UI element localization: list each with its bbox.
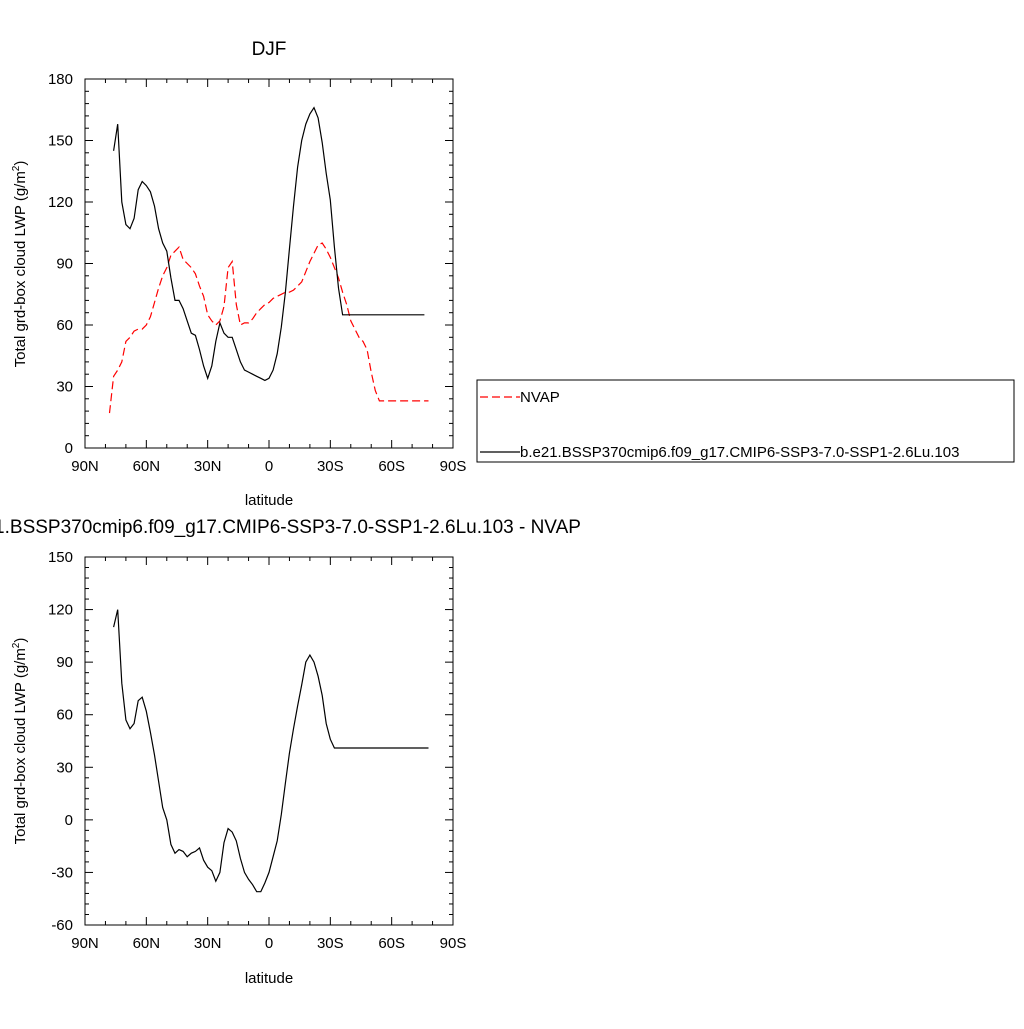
bottom-x-tick-labels: 90N 60N 30N 0 30S 60S 90S: [71, 935, 466, 952]
top-x-tick-label: 60S: [378, 458, 405, 475]
legend-entry-nvap: NVAP: [520, 389, 560, 406]
top-y-axis-label: Total grd-box cloud LWP (g/m2): [11, 161, 29, 368]
bot-x-tick-label: 0: [265, 935, 273, 952]
bot-x-tick-label: 90S: [440, 935, 467, 952]
top-x-tick-label: 30S: [317, 458, 344, 475]
bottom-plot-frame: [84, 556, 454, 926]
top-y-axis-label-main: Total grd-box cloud LWP (g/m: [12, 171, 29, 367]
top-x-tick-label: 60N: [133, 458, 161, 475]
top-y-tick-label: 150: [48, 133, 73, 150]
top-x-tick-label: 90N: [71, 458, 99, 475]
top-y-tick-label: 30: [56, 379, 73, 396]
legend: NVAP b.e21.BSSP370cmip6.f09_g17.CMIP6-SS…: [476, 379, 1015, 463]
bot-y-tick-label: 90: [56, 654, 73, 671]
bot-x-tick-label: 90N: [71, 935, 99, 952]
top-y-tick-label: 90: [56, 256, 73, 273]
top-y-tick-label: 60: [56, 317, 73, 334]
bot-y-tick-label: 0: [65, 812, 73, 829]
bottom-panel: b.e21.BSSP370cmip6.f09_g17.CMIP6-SSP3-7.…: [0, 517, 581, 987]
top-x-tick-label: 30N: [194, 458, 222, 475]
bot-y-tick-label: 60: [56, 707, 73, 724]
top-y-tick-labels: 0 30 60 90 120 150 180: [48, 71, 73, 457]
bot-x-tick-label: 60N: [133, 935, 161, 952]
bot-y-tick-label: -60: [51, 917, 73, 934]
bottom-y-axis-label: Total grd-box cloud LWP (g/m2): [11, 638, 29, 845]
bot-y-tick-label: 120: [48, 602, 73, 619]
top-x-tick-label: 0: [265, 458, 273, 475]
bottom-y-axis-label-sup: 2: [11, 642, 22, 648]
top-tick-marks: [84, 78, 454, 449]
bot-y-tick-label: 150: [48, 549, 73, 566]
bottom-x-axis-label: latitude: [245, 970, 293, 987]
top-y-tick-label: 0: [65, 440, 73, 457]
top-x-tick-labels: 90N 60N 30N 0 30S 60S 90S: [71, 458, 466, 475]
top-y-axis-label-close: ): [12, 161, 29, 166]
top-x-axis-label: latitude: [245, 492, 293, 509]
top-x-tick-label: 90S: [440, 458, 467, 475]
legend-frame: [476, 379, 1015, 463]
top-panel: DJF 90N 60N 30N 0 30S 60S 90S 0 30 60 90 120 150 180…: [11, 39, 1015, 509]
bottom-y-axis-label-close: ): [12, 638, 29, 643]
legend-entry-model: b.e21.BSSP370cmip6.f09_g17.CMIP6-SSP3-7.…: [520, 444, 959, 461]
top-series-line-nvap: [108, 242, 429, 414]
top-series-line-model: [113, 106, 425, 382]
top-y-tick-label: 120: [48, 194, 73, 211]
top-series-group: [108, 106, 429, 414]
bottom-series-group: [113, 609, 429, 893]
bottom-y-axis-label-main: Total grd-box cloud LWP (g/m: [12, 648, 29, 844]
bot-series-line-model: [113, 609, 429, 893]
top-plot-frame: [84, 78, 454, 449]
top-y-tick-label: 180: [48, 71, 73, 88]
bot-x-tick-label: 30S: [317, 935, 344, 952]
bot-x-tick-label: 30N: [194, 935, 222, 952]
bottom-y-tick-labels: -60 -30 0 30 60 90 120 150: [48, 549, 73, 934]
bot-x-tick-label: 60S: [378, 935, 405, 952]
bottom-tick-marks: [84, 556, 454, 926]
bot-y-tick-label: 30: [56, 759, 73, 776]
top-chart-title: DJF: [252, 39, 287, 60]
top-y-axis-label-sup: 2: [11, 165, 22, 171]
bot-y-tick-label: -30: [51, 864, 73, 881]
bottom-chart-title: b.e21.BSSP370cmip6.f09_g17.CMIP6-SSP3-7.…: [0, 517, 581, 538]
